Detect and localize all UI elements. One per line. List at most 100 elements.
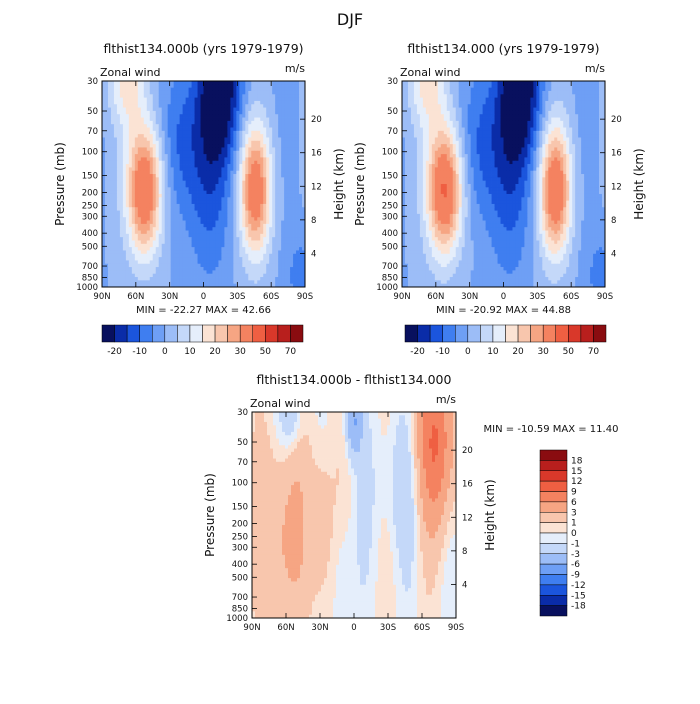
field-cell [162,247,165,251]
field-cell [263,101,266,105]
field-cell [509,94,512,98]
field-cell [156,244,159,248]
field-cell [233,177,236,181]
field-cell [129,101,132,105]
field-cell [290,237,293,241]
field-cell [269,224,272,228]
field-cell [135,84,138,88]
field-cell [201,91,204,95]
field-cell [284,91,287,95]
field-cell [171,231,174,235]
field-cell [165,121,168,125]
field-cell [287,141,290,145]
field-cell [417,111,420,115]
field-cell [296,151,299,155]
field-cell [230,134,233,138]
field-cell [245,144,248,148]
field-cell [269,157,272,161]
field-cell [132,270,135,274]
field-cell [156,254,159,258]
field-cell [159,137,162,141]
field-cell [174,267,177,271]
field-cell [132,257,135,261]
field-cell [195,277,198,281]
field-cell [245,201,248,205]
field-cell [111,254,114,258]
field-cell [269,104,272,108]
field-cell [206,114,209,118]
field-cell [230,204,233,208]
field-cell [189,101,192,105]
field-cell [102,257,105,261]
field-cell [299,234,302,238]
field-cell [141,101,144,105]
field-cell [144,111,147,115]
field-cell [536,101,539,105]
field-cell [248,221,251,225]
field-cell [441,111,444,115]
field-cell [165,197,168,201]
field-cell [584,91,587,95]
field-cell [504,88,507,92]
field-cell [117,250,120,254]
field-cell [102,247,105,251]
field-cell [405,81,408,85]
field-cell [186,227,189,231]
field-cell [135,118,138,122]
field-cell [174,114,177,118]
field-cell [281,101,284,105]
field-cell [177,211,180,215]
field-cell [251,191,254,195]
field-cell [108,108,111,112]
field-cell [269,98,272,102]
field-cell [123,174,126,178]
field-cell [251,277,254,281]
field-cell [206,267,209,271]
field-cell [287,260,290,264]
field-cell [218,221,221,225]
field-cell [114,231,117,235]
field-cell [123,121,126,125]
field-cell [120,194,123,198]
field-cell [123,250,126,254]
field-cell [144,270,147,274]
field-cell [192,184,195,188]
field-cell [150,201,153,205]
field-cell [102,94,105,98]
field-cell [212,167,215,171]
field-cell [248,161,251,165]
field-cell [293,207,296,211]
field-cell [560,111,563,115]
field-cell [236,118,239,122]
field-cell [126,197,129,201]
field-cell [189,234,192,238]
field-cell [180,257,183,261]
field-cell [168,144,171,148]
field-cell [221,204,224,208]
field-cell [260,167,263,171]
field-cell [266,108,269,112]
field-cell [114,147,117,151]
field-cell [168,114,171,118]
field-cell [563,101,566,105]
field-cell [275,257,278,261]
field-cell [266,161,269,165]
field-cell [245,224,248,228]
field-cell [156,98,159,102]
field-cell [165,157,168,161]
field-cell [186,184,189,188]
field-cell [141,197,144,201]
field-cell [180,171,183,175]
field-cell [269,167,272,171]
field-cell [192,154,195,158]
field-cell [269,164,272,168]
field-cell [239,134,242,138]
field-cell [429,84,432,88]
field-cell [177,108,180,112]
field-cell [248,237,251,241]
field-cell [221,201,224,205]
field-cell [209,264,212,268]
field-cell [269,111,272,115]
field-cell [132,254,135,258]
field-cell [174,187,177,191]
